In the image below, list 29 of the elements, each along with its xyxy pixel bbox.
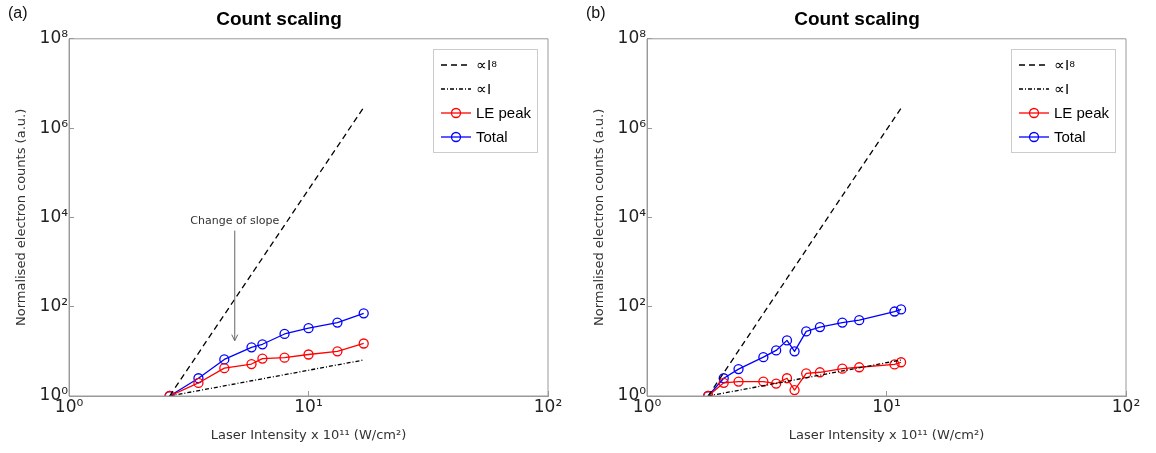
y-tick-label: 10⁴ bbox=[617, 205, 647, 226]
annotation: Change of slope bbox=[190, 213, 280, 227]
x-axis-title: Laser Intensity x 10¹¹ (W/cm²) bbox=[210, 426, 407, 442]
y-tick-label: 10⁸ bbox=[39, 27, 69, 48]
y-axis-title: Normalised electron counts (a.u.) bbox=[591, 108, 607, 327]
legend-label: Total bbox=[475, 126, 508, 147]
legend-label: ∝I⁸ bbox=[475, 54, 498, 75]
chart-title: Count scaling bbox=[216, 7, 342, 29]
y-axis-title: Normalised electron counts (a.u.) bbox=[13, 108, 29, 327]
legend-label: LE peak bbox=[475, 102, 531, 123]
x-tick-label: 10¹ bbox=[294, 395, 323, 416]
y-tick-label: 10⁴ bbox=[39, 205, 69, 226]
legend-label: ∝I bbox=[1053, 78, 1070, 99]
x-axis-title: Laser Intensity x 10¹¹ (W/cm²) bbox=[788, 426, 985, 442]
x-tick-label: 10² bbox=[533, 395, 563, 416]
y-tick-label: 10² bbox=[39, 295, 69, 316]
y-tick-label: 10² bbox=[617, 295, 647, 316]
x-tick-label: 10² bbox=[1111, 395, 1141, 416]
x-tick-label: 10¹ bbox=[872, 395, 901, 416]
legend-label: LE peak bbox=[1053, 102, 1109, 123]
chart-title: Count scaling bbox=[794, 7, 920, 29]
y-tick-label: 10⁶ bbox=[39, 116, 69, 137]
legend-label: ∝I bbox=[475, 78, 492, 99]
legend-label: Total bbox=[1053, 126, 1086, 147]
y-tick-label: 10⁶ bbox=[617, 116, 647, 137]
legend-label: ∝I⁸ bbox=[1053, 54, 1076, 75]
y-tick-label: 10⁸ bbox=[617, 27, 647, 48]
text: (b) bbox=[586, 4, 606, 22]
text: (a) bbox=[8, 4, 28, 22]
